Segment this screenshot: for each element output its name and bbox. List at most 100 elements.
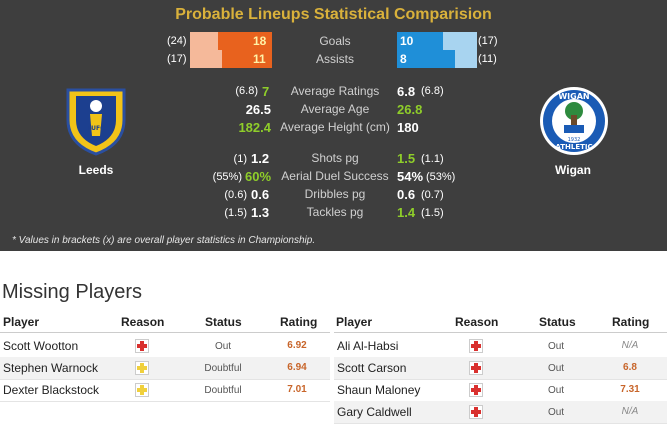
away-dribbles-value: 0.6 [397, 187, 416, 202]
player-rating: 6.8 [623, 362, 637, 373]
away-age-value: 26.8 [397, 102, 423, 117]
player-status: Out [547, 341, 565, 352]
home-header-status[interactable]: Status [205, 315, 242, 329]
leeds-crest-icon[interactable]: LUFC [64, 84, 128, 156]
away-tackles-avg: (1.5) [421, 207, 444, 219]
average-height-label: Average Height (cm) [280, 120, 390, 134]
player-name[interactable]: Gary Caldwell [337, 405, 412, 419]
injury-icon [135, 339, 149, 353]
wigan-crest-icon[interactable]: WIGAN ATHLETIC 1932 [538, 85, 610, 157]
home-assists-value: 11 [253, 52, 266, 66]
player-status: Out [547, 407, 565, 418]
home-shots-value: 1.2 [251, 151, 270, 166]
away-goals-value: 10 [400, 34, 414, 48]
player-status: Doubtful [204, 385, 242, 396]
average-age-label: Average Age [300, 102, 370, 116]
away-header-player[interactable]: Player [336, 315, 373, 329]
table-row[interactable]: Shaun Maloney Out 7.31 [334, 379, 667, 402]
away-shots-value: 1.5 [397, 151, 416, 166]
assists-label: Assists [315, 52, 354, 66]
home-goals-bar [218, 32, 272, 50]
home-goals-value: 18 [253, 34, 267, 48]
average-ratings-label: Average Ratings [290, 84, 380, 98]
lineups-comparison-panel: Probable Lineups Statistical Comparision… [0, 0, 667, 251]
table-row[interactable]: Scott Carson Out 6.8 [334, 357, 667, 380]
away-goals-bar [397, 32, 443, 50]
away-tackles-value: 1.4 [397, 205, 416, 220]
home-team-name[interactable]: Leeds [78, 163, 114, 177]
away-shots-avg: (1.1) [421, 153, 444, 165]
player-name[interactable]: Shaun Maloney [337, 383, 421, 397]
away-assists-avg: (11) [478, 53, 497, 65]
missing-players-title: Missing Players [2, 281, 143, 303]
away-team-name[interactable]: Wigan [555, 163, 591, 177]
away-goals-avg: (17) [478, 35, 498, 47]
home-assists-bar [222, 50, 272, 68]
player-status: Doubtful [204, 363, 242, 374]
home-header-divider [0, 332, 330, 333]
away-header-reason[interactable]: Reason [455, 315, 499, 329]
table-row[interactable]: Ali Al-Habsi Out N/A [334, 335, 667, 358]
player-rating: N/A [621, 406, 639, 417]
wigan-crest-top-text: WIGAN [558, 92, 589, 101]
home-header-reason[interactable]: Reason [121, 315, 165, 329]
table-row[interactable]: Gary Caldwell Out N/A [334, 401, 667, 424]
away-aerial-avg: (53%) [426, 171, 456, 183]
player-status: Out [547, 385, 565, 396]
player-rating: 7.31 [620, 384, 640, 395]
home-header-player[interactable]: Player [3, 315, 40, 329]
doubtful-icon [135, 361, 149, 375]
home-aerial-avg: (55%) [212, 171, 242, 183]
doubtful-icon [135, 383, 149, 397]
home-aerial-value: 60% [245, 169, 272, 184]
table-row[interactable]: Dexter Blackstock Doubtful 7.01 [0, 379, 330, 402]
player-rating: N/A [621, 340, 639, 351]
away-header-rating[interactable]: Rating [612, 315, 650, 329]
home-height-value: 182.4 [238, 120, 271, 135]
stats-footnote: * Values in brackets (x) are overall pla… [12, 235, 316, 246]
home-header-rating[interactable]: Rating [280, 315, 318, 329]
home-goals-avg: (24) [167, 35, 187, 47]
away-ratings-value: 6.8 [397, 84, 416, 99]
player-name[interactable]: Stephen Warnock [3, 361, 98, 375]
home-dribbles-value: 0.6 [251, 187, 270, 202]
injury-icon [469, 405, 483, 419]
player-name[interactable]: Scott Carson [337, 361, 407, 375]
player-status: Out [547, 363, 565, 374]
injury-icon [469, 383, 483, 397]
player-rating: 7.01 [287, 384, 307, 395]
injury-icon [469, 361, 483, 375]
home-shots-avg: (1) [233, 153, 247, 165]
aerial-duel-label: Aerial Duel Success [281, 169, 389, 183]
away-assists-bar [397, 50, 455, 68]
shots-pg-label: Shots pg [311, 151, 359, 165]
goals-label: Goals [319, 34, 351, 48]
wigan-crest-year: 1932 [568, 137, 581, 143]
away-ratings-avg: (6.8) [421, 85, 444, 97]
player-name[interactable]: Ali Al-Habsi [337, 339, 399, 353]
home-assists-avg: (17) [167, 53, 187, 65]
away-header-status[interactable]: Status [539, 315, 576, 329]
home-tackles-avg: (1.5) [224, 207, 247, 219]
injury-icon [469, 339, 483, 353]
home-assists-bar-light [190, 50, 230, 68]
home-tackles-value: 1.3 [251, 205, 270, 220]
dribbles-pg-label: Dribbles pg [304, 187, 366, 201]
away-header-divider [334, 332, 667, 333]
away-dribbles-avg: (0.7) [421, 189, 444, 201]
player-rating: 6.92 [287, 340, 307, 351]
tackles-pg-label: Tackles pg [306, 205, 364, 219]
comparison-title: Probable Lineups Statistical Comparision [175, 6, 492, 23]
player-name[interactable]: Dexter Blackstock [3, 383, 100, 397]
away-height-value: 180 [397, 120, 419, 135]
player-rating: 6.94 [287, 362, 307, 373]
table-row[interactable]: Stephen Warnock Doubtful 6.94 [0, 357, 330, 380]
home-ratings-avg: (6.8) [235, 85, 258, 97]
table-row[interactable]: Scott Wootton Out 6.92 [0, 335, 330, 358]
player-status: Out [214, 341, 232, 352]
home-age-value: 26.5 [245, 102, 271, 117]
player-name[interactable]: Scott Wootton [3, 339, 79, 353]
wigan-crest-bottom-text: ATHLETIC [555, 143, 592, 151]
away-aerial-value: 54% [397, 169, 424, 184]
home-dribbles-avg: (0.6) [224, 189, 247, 201]
